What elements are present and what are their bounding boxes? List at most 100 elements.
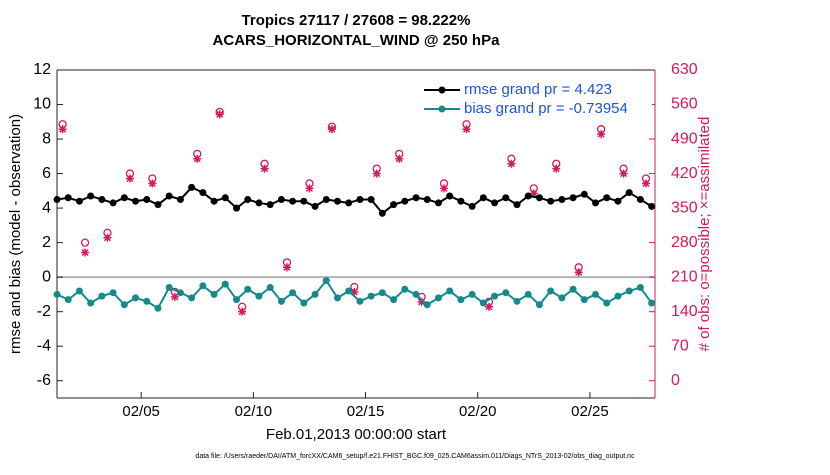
- asterisk-stroke: [148, 179, 156, 187]
- series-marker: [199, 282, 207, 290]
- series-marker: [558, 294, 566, 302]
- series-marker: [569, 194, 577, 202]
- x-tick-label: 02/05: [122, 403, 160, 420]
- series-marker: [300, 299, 308, 307]
- series-marker: [423, 195, 431, 203]
- series-marker: [300, 197, 308, 205]
- footnote: data file: /Users/raeder/DAI/ATM_forcXX/…: [195, 453, 635, 460]
- asterisk-stroke: [485, 303, 493, 311]
- asterisk-stroke: [575, 268, 583, 276]
- series-marker: [109, 289, 117, 297]
- obs-assimilated-marker: [283, 263, 291, 272]
- obs-possible-marker: [80, 238, 90, 247]
- series-marker: [648, 202, 656, 210]
- series-marker: [603, 299, 611, 307]
- series-marker: [412, 194, 420, 202]
- asterisk-stroke: [126, 174, 134, 183]
- series-marker: [524, 290, 532, 298]
- asterisk-stroke: [597, 130, 605, 138]
- y-tick-label: -4: [37, 337, 51, 354]
- series-marker: [390, 201, 398, 209]
- x-tick-label: 02/10: [235, 403, 273, 420]
- asterisk-stroke: [440, 184, 448, 192]
- asterisk-stroke: [395, 155, 403, 163]
- asterisk-stroke: [328, 125, 336, 133]
- series-marker: [502, 289, 510, 297]
- obs-assimilated-marker: [552, 164, 561, 173]
- obs-assimilated-marker: [103, 233, 112, 242]
- asterisk-stroke: [552, 165, 560, 173]
- series-marker: [87, 192, 95, 200]
- asterisk-stroke: [193, 155, 201, 163]
- y2-tick-label: 70: [671, 337, 689, 354]
- series-marker: [98, 292, 106, 300]
- x-tick-label: 02/15: [347, 403, 385, 420]
- series-marker: [625, 189, 633, 197]
- obs-assimilated-marker: [215, 110, 224, 119]
- series-marker: [199, 189, 207, 197]
- x-tick-label: 02/20: [459, 403, 497, 420]
- series-marker: [535, 301, 543, 309]
- y2-tick-label: 140: [671, 303, 698, 320]
- series-marker: [614, 292, 622, 300]
- series-marker: [378, 289, 386, 297]
- series-marker: [502, 194, 510, 202]
- series-marker: [109, 199, 117, 207]
- obs-assimilated-marker: [574, 268, 583, 277]
- series-marker: [592, 290, 600, 298]
- series-marker: [580, 296, 588, 304]
- series-marker: [569, 285, 577, 293]
- series-marker: [53, 195, 61, 203]
- obs-assimilated-marker: [148, 179, 157, 188]
- asterisk-stroke: [103, 234, 112, 242]
- chart-title: Tropics 27117 / 27608 = 98.222%: [242, 12, 471, 29]
- series-marker: [333, 294, 341, 302]
- asterisk-stroke: [507, 160, 515, 168]
- asterisk-stroke: [620, 170, 628, 178]
- y2-axis-label: # of obs: o=possible; ×=assimilated: [696, 117, 713, 352]
- series-marker: [479, 299, 487, 307]
- series-marker: [367, 195, 375, 203]
- series-marker: [636, 195, 644, 203]
- obs-assimilated-marker: [395, 154, 404, 163]
- series-marker: [120, 194, 128, 202]
- series-marker: [132, 197, 140, 205]
- series-marker: [580, 190, 588, 198]
- series-marker: [356, 195, 364, 203]
- obs-assimilated-marker: [305, 184, 314, 193]
- y-tick-label: 2: [42, 234, 51, 251]
- obs-assimilated-marker: [260, 164, 269, 173]
- series-marker: [266, 284, 274, 292]
- series-marker: [356, 297, 364, 305]
- asterisk-stroke: [216, 110, 224, 118]
- series-marker: [390, 296, 398, 304]
- series-marker: [434, 294, 442, 302]
- series-marker: [311, 290, 319, 298]
- legend-label: rmse grand pr = 4.423: [464, 81, 612, 98]
- chart-subtitle: ACARS_HORIZONTAL_WIND @ 250 hPa: [213, 32, 501, 49]
- y-tick-label: -6: [37, 372, 51, 389]
- obs-assimilated-marker: [238, 307, 247, 316]
- y-tick-label: 6: [42, 165, 51, 182]
- series-marker: [401, 197, 409, 205]
- obs-assimilated-marker: [619, 169, 628, 178]
- series-marker: [648, 299, 656, 307]
- series-marker: [87, 299, 95, 307]
- y-tick-label: 12: [33, 61, 51, 78]
- series-marker: [132, 294, 140, 302]
- series-marker: [75, 287, 83, 295]
- obs-assimilated-marker: [597, 130, 606, 139]
- y2-tick-label: 210: [671, 268, 698, 285]
- series-marker: [446, 192, 454, 200]
- series-marker: [603, 194, 611, 202]
- legend-marker: [438, 86, 446, 94]
- legend-box: [420, 78, 652, 120]
- asterisk-stroke: [81, 248, 89, 257]
- series-marker: [322, 195, 330, 203]
- series-marker: [423, 301, 431, 309]
- legend: rmse grand pr = 4.423 bias grand pr = -0.…: [420, 78, 652, 120]
- series-marker: [592, 199, 600, 207]
- series-marker: [154, 304, 162, 312]
- legend-marker: [438, 105, 446, 113]
